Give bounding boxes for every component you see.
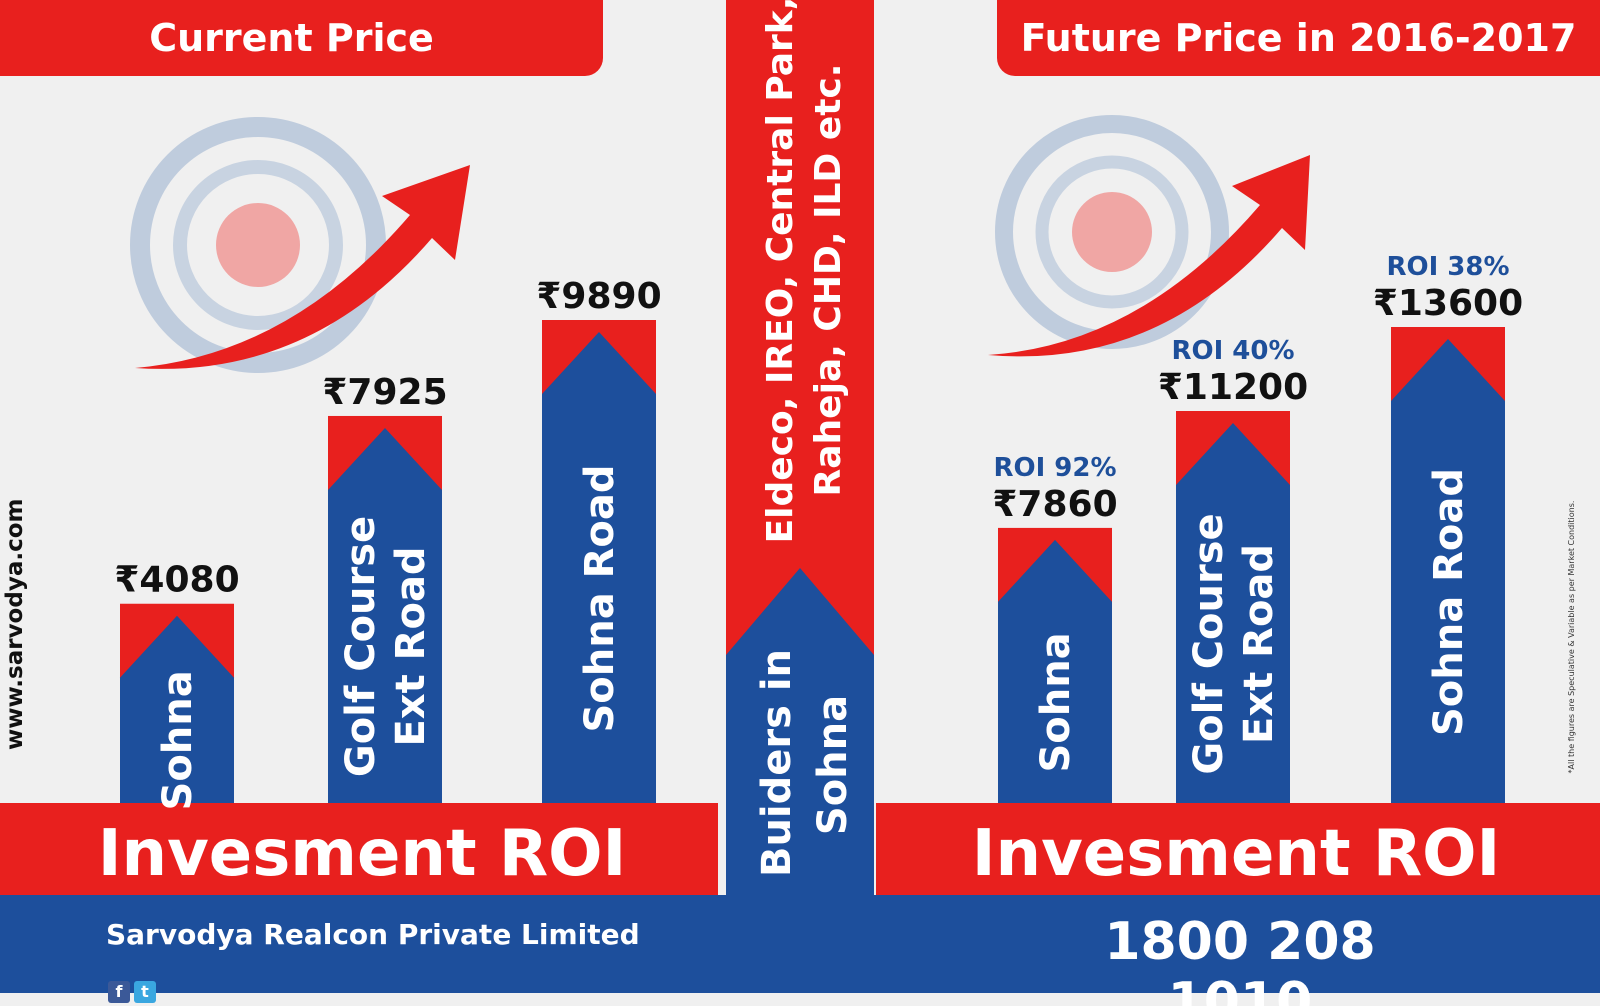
future-category-label-1-1: Sohna bbox=[1033, 632, 1079, 772]
future-value-label-1: ₹7860 bbox=[992, 484, 1117, 525]
future-bar-arrow-3 bbox=[1391, 339, 1505, 803]
future-roi-label-2: ROI 40% bbox=[1171, 336, 1294, 366]
current-bar-arrow-2 bbox=[328, 427, 442, 803]
growth-logo-left-icon bbox=[130, 117, 470, 373]
future-category-label-3-1: Sohna Road bbox=[1426, 468, 1472, 736]
disclaimer-note: *All the figures are Speculative & Varia… bbox=[1567, 500, 1576, 774]
center-column-arrow bbox=[726, 568, 874, 895]
header-future-price: Future Price in 2016-2017 bbox=[997, 0, 1600, 76]
current-category-label-3-1: Sohna Road bbox=[577, 464, 623, 732]
future-roi-label-1: ROI 92% bbox=[993, 453, 1116, 483]
facebook-icon[interactable]: f bbox=[108, 981, 130, 1003]
future-bar-arrow-1 bbox=[998, 539, 1112, 803]
roi-banner-left-title: Invesment ROI bbox=[98, 817, 627, 891]
future-roi-label-3: ROI 38% bbox=[1386, 252, 1509, 282]
builders-line-2: Raheja, CHD, ILD etc. bbox=[808, 64, 849, 497]
twitter-icon[interactable]: t bbox=[134, 981, 156, 1003]
current-category-label-2-2: Ext Road bbox=[388, 546, 434, 746]
current-price-bars: ₹4080 Sohna ₹7925 Golf Course Ext Road ₹9890 S… bbox=[114, 276, 661, 810]
future-category-label-2-1: Golf Course bbox=[1186, 513, 1232, 774]
current-value-label-1: ₹4080 bbox=[114, 560, 239, 601]
phone-number[interactable]: 1800 208 1010 bbox=[1104, 912, 1376, 1006]
current-bar-arrow-3 bbox=[542, 332, 656, 803]
roi-banner-right bbox=[876, 803, 1600, 895]
builders-label-line-1: Buiders in bbox=[754, 649, 800, 877]
future-bar-arrow-2 bbox=[1176, 423, 1290, 803]
future-category-label-2-2: Ext Road bbox=[1236, 544, 1282, 744]
builders-label-line-2: Sohna bbox=[810, 695, 856, 835]
current-value-label-2: ₹7925 bbox=[322, 372, 447, 413]
current-category-label-1-1: Sohna bbox=[155, 670, 201, 810]
future-value-label-3: ₹13600 bbox=[1373, 283, 1523, 324]
center-builders-text: Eldeco, IREO, Central Park, Raheja, CHD,… bbox=[754, 0, 856, 877]
website-url[interactable]: www.sarvodya.com bbox=[2, 498, 28, 750]
future-value-label-2: ₹11200 bbox=[1158, 367, 1308, 408]
current-value-label-3: ₹9890 bbox=[536, 276, 661, 317]
header-current-price: Current Price bbox=[0, 0, 603, 76]
company-name: Sarvodya Realcon Private Limited bbox=[106, 918, 640, 951]
current-bar-arrow-1 bbox=[120, 615, 234, 803]
footer-band bbox=[0, 895, 1600, 993]
builders-line-1: Eldeco, IREO, Central Park, bbox=[760, 0, 801, 543]
roi-banner-right-title: Invesment ROI bbox=[972, 817, 1501, 891]
growth-logo-right-icon bbox=[988, 115, 1310, 357]
roi-banner-left bbox=[0, 803, 718, 895]
current-category-label-2-1: Golf Course bbox=[338, 516, 384, 777]
